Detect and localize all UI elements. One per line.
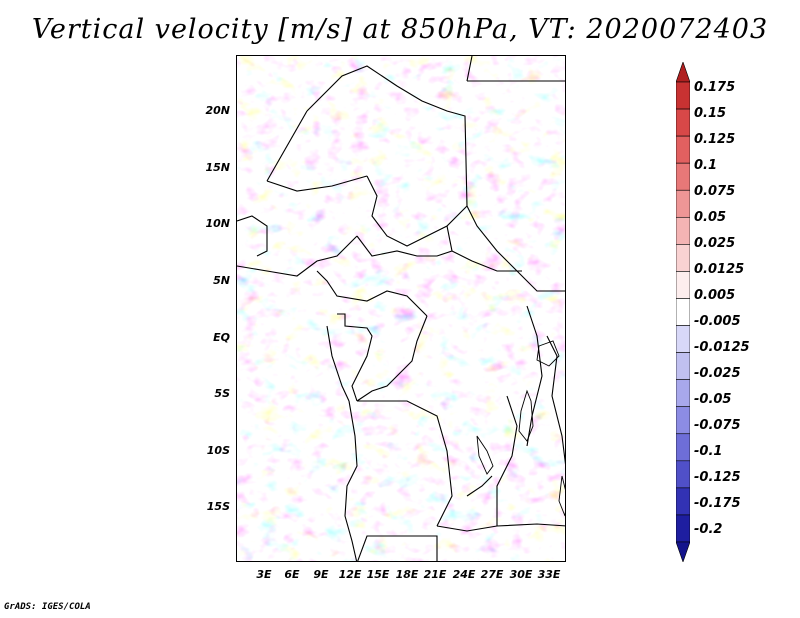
- colorbar-label: 0.175: [694, 80, 736, 95]
- lat-label-5s: 5S: [214, 387, 230, 400]
- colorbar-bottom-arrow: [675, 541, 691, 563]
- colorbar: [675, 61, 691, 566]
- map-plot-area: [236, 55, 566, 562]
- colorbar-segment: [675, 298, 691, 326]
- colorbar-label: 0.075: [694, 184, 736, 199]
- colorbar-segment: [675, 189, 691, 218]
- colorbar-svg: [675, 61, 691, 563]
- lat-label-15s: 15S: [206, 500, 230, 513]
- lat-label-10s: 10S: [206, 444, 230, 457]
- colorbar-segment: [675, 487, 691, 516]
- lat-label-5n: 5N: [213, 274, 230, 287]
- colorbar-segment: [675, 244, 691, 272]
- lat-label-10n: 10N: [205, 217, 230, 230]
- lat-label-15n: 15N: [205, 161, 230, 174]
- lon-label-21e: 21E: [423, 568, 447, 581]
- lat-label-eq: EQ: [213, 331, 230, 344]
- colorbar-label: -0.0125: [694, 340, 750, 355]
- colorbar-segment: [675, 135, 691, 164]
- lon-label-18e: 18E: [395, 568, 419, 581]
- lon-label-15e: 15E: [366, 568, 390, 581]
- lon-label-6e: 6E: [284, 568, 300, 581]
- colorbar-segment: [675, 379, 691, 408]
- colorbar-top-arrow: [675, 61, 691, 83]
- country-borders: [237, 56, 565, 561]
- footer-credit: GrADS: IGES/COLA: [4, 602, 91, 612]
- colorbar-segment: [675, 108, 691, 137]
- colorbar-segment: [675, 352, 691, 380]
- colorbar-label: 0.025: [694, 236, 736, 251]
- vertical-velocity-field: [237, 56, 565, 561]
- colorbar-label: 0.05: [694, 210, 727, 225]
- colorbar-label: 0.0125: [694, 262, 745, 277]
- map-title: Vertical velocity [m/s] at 850hPa, VT: 2…: [31, 14, 769, 45]
- colorbar-label: 0.005: [694, 288, 736, 303]
- colorbar-segment: [675, 162, 691, 191]
- lon-label-33e: 33E: [537, 568, 561, 581]
- lon-label-27e: 27E: [480, 568, 504, 581]
- colorbar-segment: [675, 271, 691, 299]
- lon-label-12e: 12E: [338, 568, 362, 581]
- map-field-svg: [237, 56, 565, 561]
- lon-label-24e: 24E: [452, 568, 476, 581]
- lon-label-30e: 30E: [509, 568, 533, 581]
- colorbar-label: -0.125: [694, 470, 741, 485]
- colorbar-label: 0.1: [694, 158, 718, 173]
- colorbar-label: 0.125: [694, 132, 736, 147]
- colorbar-label: -0.075: [694, 418, 741, 433]
- colorbar-label: 0.15: [694, 106, 727, 121]
- colorbar-segment: [675, 325, 691, 353]
- colorbar-segment: [675, 406, 691, 435]
- colorbar-label: -0.1: [694, 444, 723, 459]
- colorbar-segment: [675, 460, 691, 489]
- lake-outlines: [476, 340, 565, 517]
- colorbar-segment: [675, 81, 691, 110]
- colorbar-label: -0.005: [694, 314, 741, 329]
- colorbar-label: -0.05: [694, 392, 732, 407]
- colorbar-label: -0.175: [694, 496, 741, 511]
- colorbar-segment: [675, 514, 691, 543]
- colorbar-segment: [675, 433, 691, 462]
- colorbar-label: -0.2: [694, 522, 723, 537]
- colorbar-segment: [675, 216, 691, 245]
- lon-label-9e: 9E: [313, 568, 329, 581]
- lon-label-3e: 3E: [256, 568, 272, 581]
- colorbar-label: -0.025: [694, 366, 741, 381]
- lat-label-20n: 20N: [205, 104, 230, 117]
